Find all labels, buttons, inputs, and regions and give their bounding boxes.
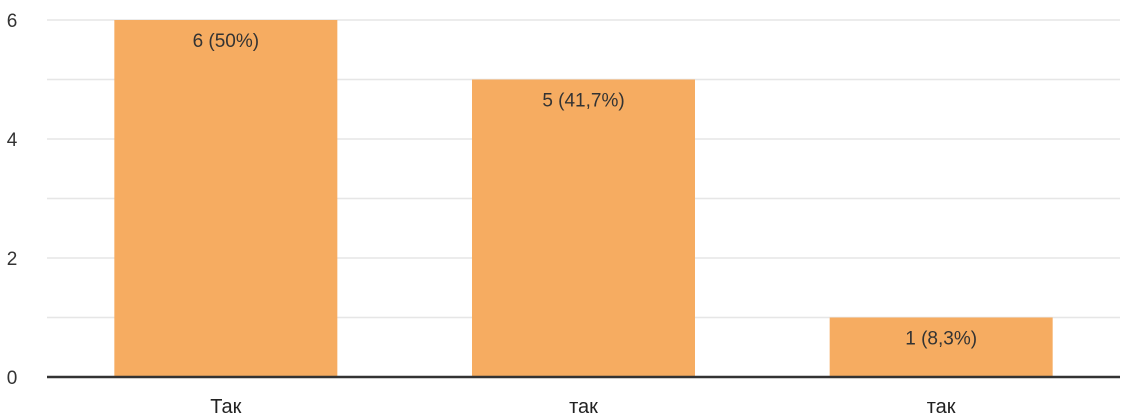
bar-data-label: 1 (8,3%) (905, 329, 977, 350)
bar[interactable] (829, 317, 1053, 378)
bar-data-label: 5 (41,7%) (542, 91, 624, 112)
bar[interactable] (472, 79, 695, 378)
x-category-label: так (927, 396, 956, 418)
x-axis-categories: Так так так (210, 396, 956, 418)
x-category-label: Так (210, 396, 241, 418)
y-axis-ticks: 0 2 4 6 (7, 11, 18, 389)
data-labels: 6 (50%) 5 (41,7%) 1 (8,3%) (193, 31, 978, 350)
bar-data-label: 6 (50%) (193, 31, 260, 52)
y-tick-label: 4 (7, 130, 18, 151)
x-category-label: так (569, 396, 598, 418)
y-tick-label: 6 (7, 11, 18, 32)
bars (114, 20, 1053, 378)
y-tick-label: 0 (7, 368, 18, 389)
bar[interactable] (114, 20, 338, 377)
y-tick-label: 2 (7, 249, 18, 270)
